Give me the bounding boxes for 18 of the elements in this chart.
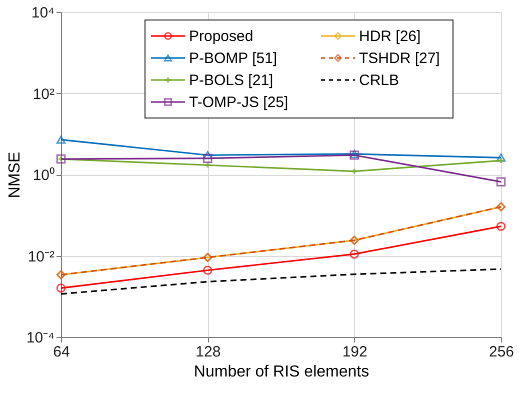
y-tick-label: 10⁴	[31, 4, 54, 22]
legend-label: P-BOLS [21]	[189, 72, 274, 89]
legend-label: T-OMP-JS [25]	[189, 94, 288, 111]
legend-label: Proposed	[189, 28, 254, 45]
legend-label: CRLB	[359, 72, 400, 89]
x-tick-label: 64	[53, 344, 70, 360]
legend-label: P-BOMP [51]	[189, 50, 278, 67]
y-axis-title: NMSE	[6, 152, 24, 198]
y-tick-label: 10⁻⁴	[26, 330, 54, 346]
legend-label: HDR [26]	[359, 28, 421, 45]
x-tick-label: 256	[488, 344, 514, 360]
legend-label: TSHDR [27]	[359, 50, 440, 67]
x-axis-title: Number of RIS elements	[194, 364, 370, 380]
x-tick-label: 192	[342, 344, 368, 360]
y-tick-label: 10⁰	[32, 167, 54, 184]
x-tick-label: 128	[196, 344, 221, 360]
y-tick-label: 10⁻²	[28, 248, 54, 266]
y-tick-label: 10²	[32, 86, 54, 103]
